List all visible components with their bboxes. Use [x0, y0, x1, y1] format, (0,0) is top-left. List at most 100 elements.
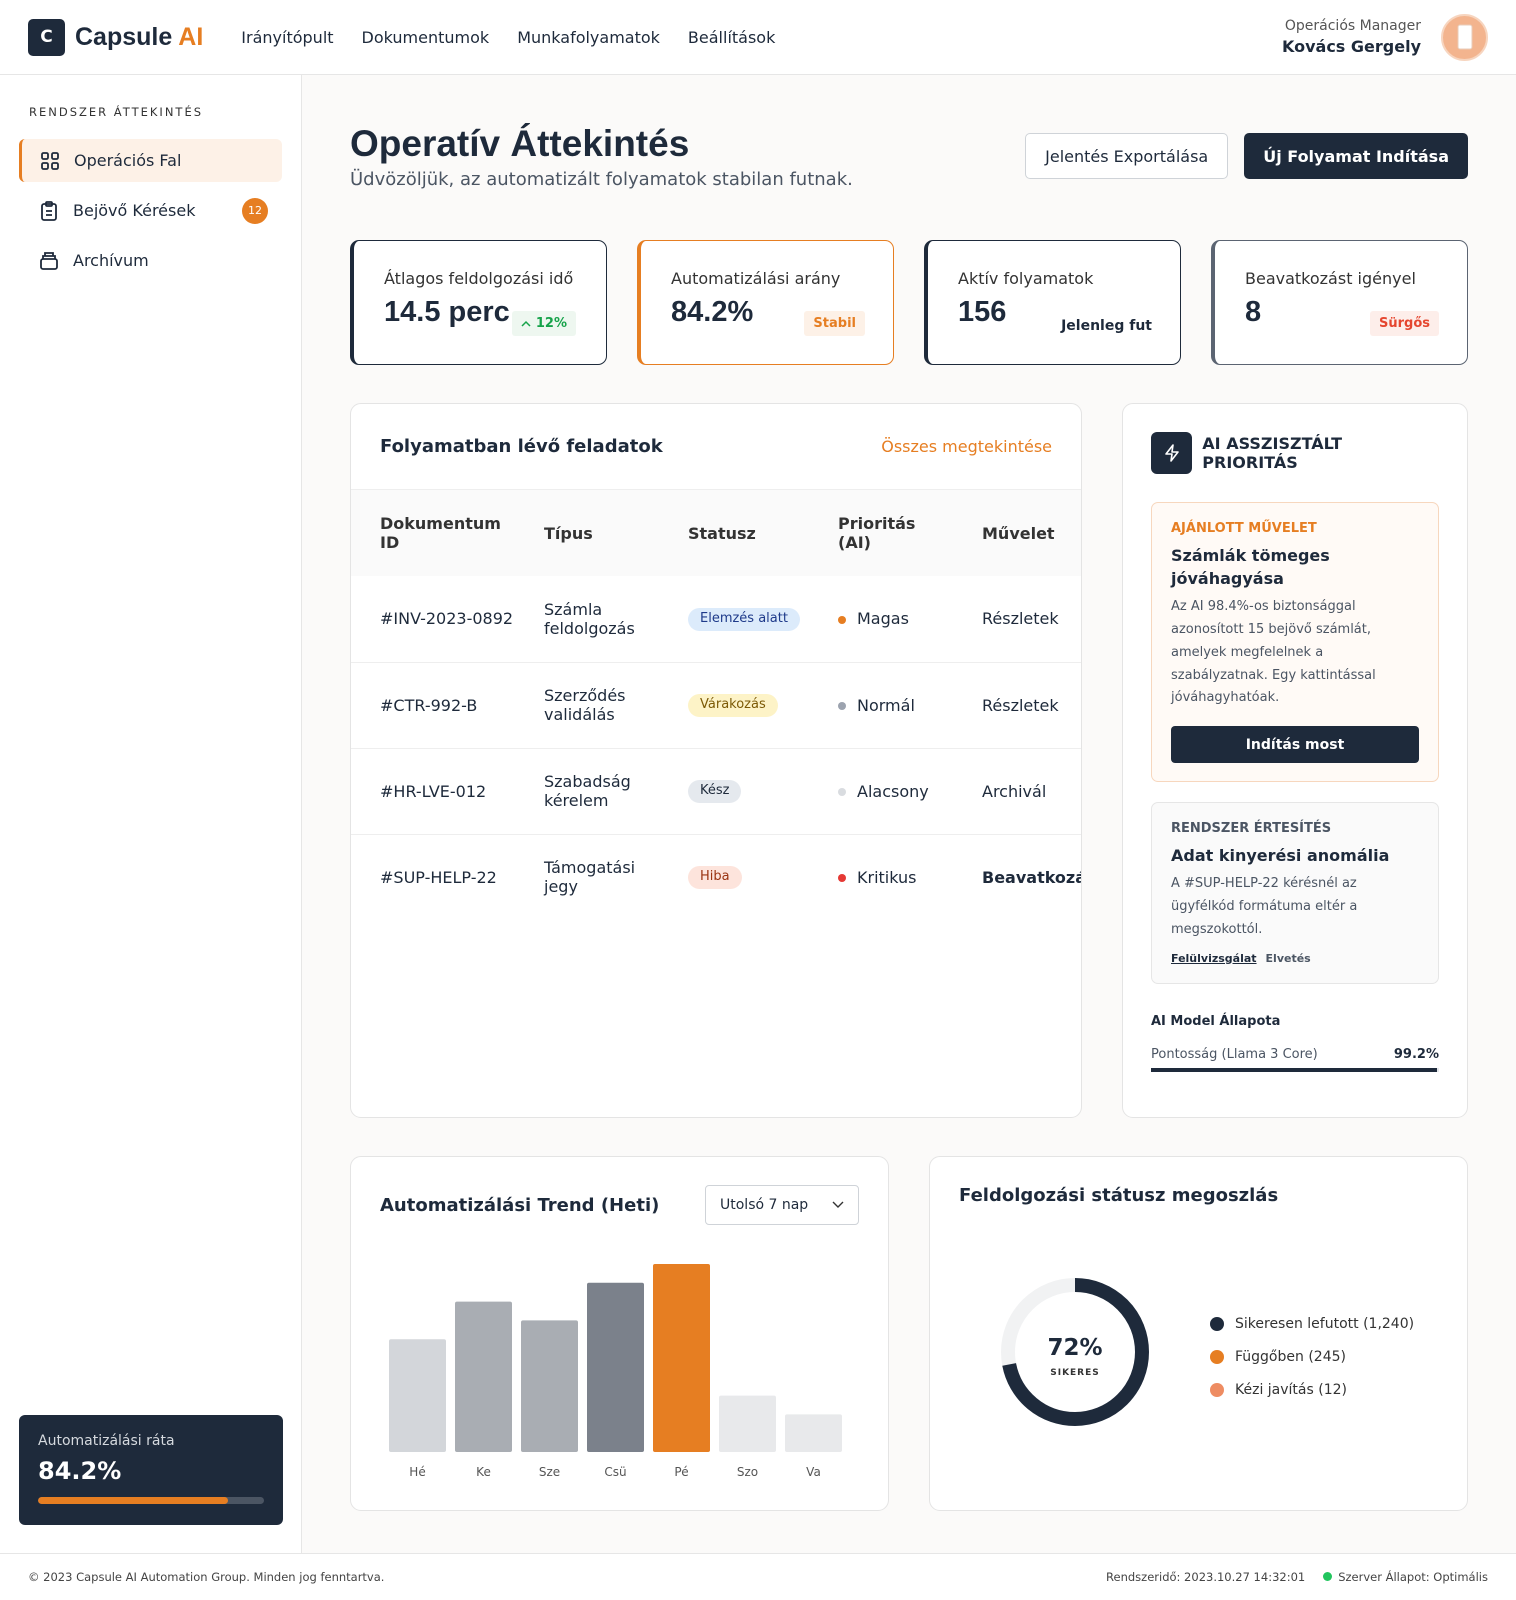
- trend-icon: [521, 320, 531, 327]
- rate-value: 84.2%: [38, 1457, 122, 1485]
- task-status-cell: Hiba: [659, 834, 809, 920]
- priority-label: Normál: [857, 695, 915, 715]
- sidebar-item[interactable]: Bejövő Kérések 12: [19, 189, 282, 232]
- model-fill: [1151, 1067, 1437, 1072]
- status-dot: [1323, 1572, 1333, 1581]
- nav-item[interactable]: Beállítások: [687, 27, 776, 47]
- brand: Capsule AI: [75, 23, 203, 52]
- model-status: AI Model Állapota Pontosság (Llama 3 Cor…: [1151, 1014, 1439, 1072]
- task-priority-cell: Normál: [809, 662, 953, 748]
- dismiss-link[interactable]: Elvetés: [1265, 951, 1311, 965]
- kpi-note: Jelenleg fut: [1061, 318, 1152, 334]
- tasks-card: Folyamatban lévő feladatok Összes megtek…: [350, 403, 1082, 1118]
- kpi-card: Aktív folyamatok 156 Jelenleg fut: [924, 240, 1181, 365]
- task-action[interactable]: Beavatkozás: [982, 867, 1081, 887]
- nav-item[interactable]: Dokumentumok: [361, 27, 490, 47]
- task-id: #HR-LVE-012: [380, 781, 487, 801]
- footer-right: Rendszeridő: 2023.10.27 14:32:01 Szerver …: [1106, 1570, 1488, 1584]
- range-label: Utolsó 7 nap: [720, 1197, 809, 1213]
- legend-item: Kézi javítás (12): [1210, 1373, 1414, 1406]
- kpi-value: 14.5 perc: [384, 296, 510, 328]
- range-select[interactable]: Utolsó 7 nap: [705, 1185, 859, 1225]
- view-all-link[interactable]: Összes megtekintése: [881, 437, 1052, 456]
- x-tick-label: Hé: [409, 1465, 425, 1479]
- task-type: Szerződés validálás: [544, 686, 626, 724]
- model-title: AI Model Állapota: [1151, 1013, 1281, 1029]
- review-link[interactable]: Felülvizsgálat: [1171, 951, 1257, 965]
- notice-actions: Felülvizsgálat Elvetés: [1171, 952, 1419, 965]
- legend-item: Sikeresen lefutott (1,240): [1210, 1307, 1414, 1340]
- x-tick-label: Ke: [476, 1465, 491, 1479]
- page-title: Operatív Áttekintés: [350, 123, 690, 164]
- column-header: Dokumentum ID: [380, 514, 501, 552]
- copyright: © 2023 Capsule AI Automation Group. Mind…: [28, 1570, 385, 1584]
- model-value: 99.2%: [1393, 1046, 1439, 1062]
- kpi-badge: Stabil: [804, 311, 865, 336]
- priority-dot: [838, 788, 846, 796]
- table-head: Dokumentum ID Típus Statusz Prioritás (AI) M…: [351, 490, 1081, 576]
- export-button[interactable]: Jelentés Exportálása: [1025, 133, 1229, 179]
- bolt-icon: [1164, 444, 1179, 462]
- nav-item[interactable]: Irányítópult: [241, 27, 334, 47]
- kpi-label: Automatizálási arány: [671, 269, 841, 288]
- avatar[interactable]: [1441, 13, 1488, 61]
- priority-dot: [838, 702, 846, 710]
- model-row: Pontosság (Llama 3 Core) 99.2%: [1151, 1047, 1439, 1062]
- rate-label: Automatizálási ráta: [38, 1433, 175, 1449]
- legend-swatch: [1210, 1349, 1224, 1364]
- logo[interactable]: C: [28, 18, 65, 56]
- page-subtitle: Üdvözöljük, az automatizált folyamatok s…: [350, 169, 853, 190]
- priority-label: Alacsony: [857, 781, 929, 801]
- priority-dot: [838, 874, 846, 883]
- trend-card: Automatizálási Trend (Heti) Utolsó 7 nap…: [350, 1156, 889, 1511]
- task-action[interactable]: Archivál: [982, 781, 1047, 801]
- status-pill: Várakozás: [688, 694, 778, 717]
- sidebar-item[interactable]: Archívum: [19, 239, 282, 282]
- system-time: Rendszeridő: 2023.10.27 14:32:01: [1106, 1570, 1306, 1584]
- kpi-value: 8: [1245, 296, 1262, 328]
- icon: [41, 200, 57, 221]
- nav-item[interactable]: Munkafolyamatok: [517, 27, 660, 47]
- bar: [521, 1320, 578, 1452]
- legend-item: Függőben (245): [1210, 1340, 1414, 1373]
- sidebar-item[interactable]: Operációs Fal: [19, 139, 282, 182]
- page-top: Operatív Áttekintés Üdvözöljük, az autom…: [350, 123, 1468, 190]
- sidebar-badge: 12: [242, 197, 268, 224]
- rate-track: [38, 1497, 264, 1504]
- kpi-badge: Sürgős: [1369, 311, 1439, 336]
- notice-title: Adat kinyerési anomália: [1171, 846, 1390, 866]
- model-track: [1151, 1067, 1439, 1072]
- task-priority-cell: Magas: [809, 576, 953, 662]
- x-tick-label: Csü: [604, 1465, 626, 1479]
- rec-text: Az AI 98.4%-os biztonsággal azonosított …: [1171, 599, 1376, 706]
- donut-value: 72%: [1047, 1335, 1102, 1361]
- header: C Capsule AI Irányítópult Dokumentumok M…: [0, 0, 1516, 75]
- charts-row: Automatizálási Trend (Heti) Utolsó 7 nap…: [350, 1156, 1468, 1511]
- notice-tag: RENDSZER ÉRTESÍTÉS: [1171, 821, 1332, 837]
- task-action[interactable]: Részletek: [982, 609, 1059, 629]
- icon: [40, 251, 58, 270]
- rec-button[interactable]: Indítás most: [1171, 726, 1419, 764]
- bar: [389, 1339, 446, 1452]
- user-role: Operációs Manager: [1284, 18, 1421, 34]
- brand-name: Capsule: [75, 22, 173, 51]
- kpi-trend: 12%: [512, 311, 576, 336]
- task-status-cell: Elemzés alatt: [659, 576, 809, 662]
- bar: [653, 1264, 710, 1452]
- ai-icon: [1151, 432, 1193, 474]
- rate-fill: [38, 1497, 229, 1504]
- task-type: Számla feldolgozás: [544, 599, 635, 638]
- task-row: #INV-2023-0892 Számla feldolgozás Elemzés …: [351, 576, 1081, 662]
- kpi-card: Automatizálási arány 84.2% Stabil: [637, 240, 894, 365]
- bar-chart: Hé Ke Sze Csü Pé Szo Va: [389, 1264, 842, 1479]
- priority-dot: [838, 615, 846, 624]
- sidebar-label: Bejövő Kérések: [73, 201, 196, 220]
- legend-swatch: [1210, 1382, 1224, 1397]
- task-type: Szabadság kérelem: [544, 772, 631, 810]
- x-tick-label: Sze: [539, 1465, 560, 1479]
- new-process-button[interactable]: Új Folyamat Indítása: [1244, 133, 1468, 179]
- column-header: Statusz: [688, 523, 756, 543]
- table-header-row: Dokumentum ID Típus Statusz Prioritás (AI) M…: [351, 490, 1081, 576]
- task-action[interactable]: Részletek: [982, 695, 1059, 715]
- legend-label: Függőben (245): [1235, 1348, 1346, 1365]
